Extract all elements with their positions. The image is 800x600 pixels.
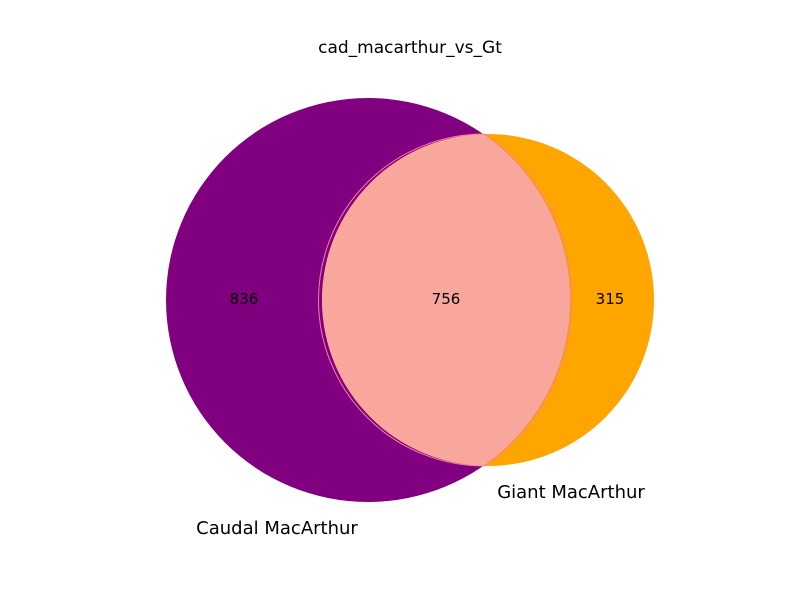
intersection-edge	[484, 133, 572, 467]
intersection-edge-left	[318, 133, 485, 467]
count-only-b: 315	[596, 290, 625, 308]
count-intersection: 756	[432, 290, 461, 308]
set-a-label: Caudal MacArthur	[196, 518, 358, 539]
count-only-a: 836	[230, 290, 259, 308]
set-b-label: Giant MacArthur	[497, 482, 645, 503]
intersection-region	[322, 134, 570, 466]
chart-title: cad_macarthur_vs_Gt	[318, 38, 502, 58]
